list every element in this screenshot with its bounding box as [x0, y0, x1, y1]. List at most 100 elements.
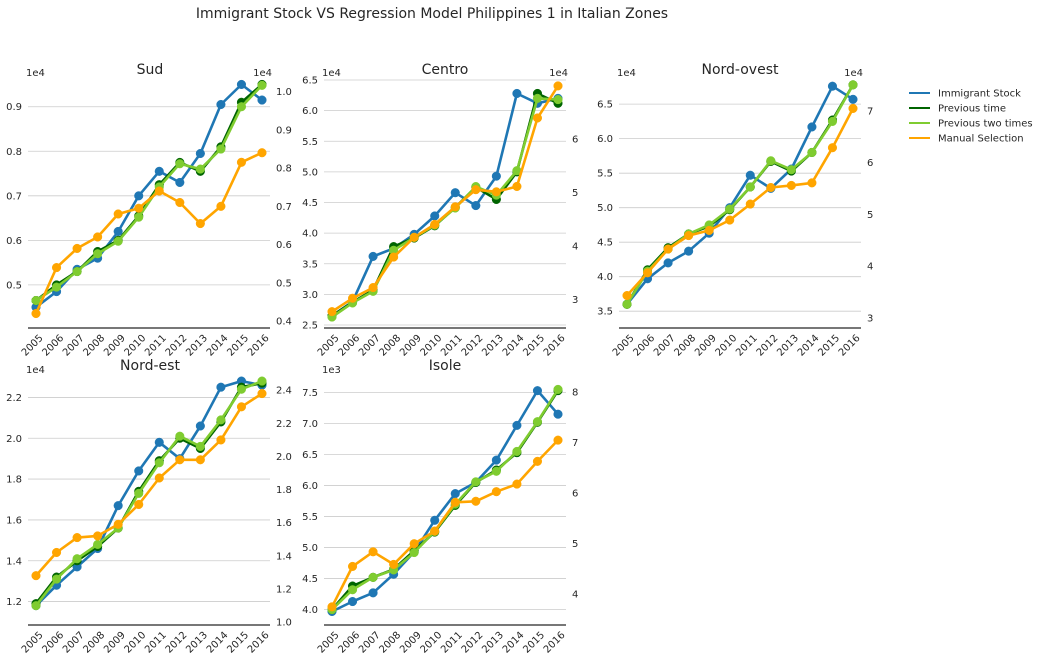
y-tick-label-left: 5.0	[597, 203, 613, 214]
x-tick-label: 2014	[205, 630, 231, 656]
x-tick-label: 2009	[398, 630, 424, 656]
data-point-immigrant-stock	[512, 420, 522, 430]
x-tick-label: 2007	[61, 630, 87, 656]
y-tick-label-left: 5.5	[302, 512, 318, 523]
data-point-immigrant-stock	[512, 88, 522, 99]
data-point-manual-selection	[532, 456, 543, 466]
data-point-manual-selection	[430, 219, 440, 229]
data-point-immigrant-stock	[532, 386, 543, 396]
data-point-immigrant-stock	[154, 166, 164, 176]
left-axis-offset-label: 1e3	[322, 365, 341, 376]
x-tick-label: 2009	[693, 333, 719, 359]
y-tick-label-right: 5	[867, 210, 873, 221]
x-tick-label: 2007	[357, 333, 383, 359]
y-tick-label-left: 2.5	[302, 321, 318, 332]
data-point-immigrant-stock	[134, 466, 144, 476]
data-point-previous-two-times	[93, 249, 103, 259]
y-tick-label-right: 5	[572, 539, 578, 550]
data-point-manual-selection	[532, 113, 543, 123]
data-point-previous-two-times	[368, 572, 378, 582]
legend: Immigrant Stock Previous time Previous two…	[909, 89, 1033, 145]
legend-label: Previous time	[938, 104, 1006, 115]
y-tick-label-left: 0.9	[6, 102, 22, 113]
data-point-previous-two-times	[51, 282, 62, 292]
data-point-previous-two-times	[766, 156, 776, 166]
series-line-immigrant-stock	[625, 84, 854, 306]
x-tick-label: 2011	[734, 333, 760, 359]
x-tick-label: 2012	[460, 333, 486, 359]
subplot-title: Nord-ovest	[702, 62, 780, 78]
y-tick-label-left: 3.5	[302, 259, 318, 270]
x-tick-label: 2006	[336, 630, 362, 656]
data-point-manual-selection	[471, 185, 481, 195]
data-point-manual-selection	[236, 402, 247, 412]
x-tick-label: 2006	[631, 333, 657, 359]
data-point-previous-two-times	[532, 93, 543, 103]
legend-label: Immigrant Stock	[938, 89, 1021, 100]
x-tick-label: 2012	[164, 333, 190, 359]
x-tick-label: 2008	[378, 630, 404, 656]
data-point-previous-two-times	[93, 539, 103, 549]
data-point-previous-two-times	[31, 601, 41, 611]
y-tick-label-left: 5.0	[302, 167, 318, 178]
data-point-manual-selection	[72, 533, 82, 543]
data-point-immigrant-stock	[491, 455, 501, 465]
series-line-previous-time	[625, 84, 855, 305]
data-point-manual-selection	[553, 435, 563, 445]
data-point-previous-two-times	[848, 80, 858, 90]
subplot-title: Centro	[422, 62, 469, 78]
y-tick-label-left: 6.0	[597, 134, 613, 145]
data-point-previous-two-times	[236, 384, 247, 394]
data-point-immigrant-stock	[154, 437, 164, 447]
x-tick-label: 2010	[123, 630, 149, 656]
series-line-immigrant-stock	[35, 379, 263, 607]
y-tick-label-left: 4.5	[597, 238, 613, 249]
data-point-manual-selection	[848, 103, 858, 113]
data-point-previous-two-times	[725, 204, 735, 214]
data-point-manual-selection	[154, 473, 164, 483]
data-point-manual-selection	[257, 148, 267, 158]
subplot-isole: 4.0 4.5 5.0 5.5 6.0 6.5 7.0 7.5 4 5 6 7 8 1e3 Isole 200…	[302, 358, 578, 656]
data-point-previous-two-times	[471, 477, 481, 487]
data-point-immigrant-stock	[450, 489, 460, 499]
x-tick-label: 2014	[501, 630, 527, 656]
y-tick-label-right: 1.0	[276, 87, 292, 98]
x-tick-label: 2015	[521, 333, 547, 359]
data-point-manual-selection	[409, 539, 419, 549]
data-point-immigrant-stock	[745, 170, 755, 180]
x-tick-label: 2011	[143, 333, 169, 359]
data-point-immigrant-stock	[113, 226, 123, 237]
data-point-immigrant-stock	[134, 191, 144, 201]
y-tick-label-right: 1.2	[276, 584, 292, 595]
y-tick-label-left: 1.2	[6, 597, 22, 608]
subplot-centro: 2.5 3.0 3.5 4.0 4.5 5.0 5.5 6.0 6.5 3 4 5 6 1e4 1e4 Cen…	[302, 62, 578, 359]
y-tick-label-right: 6	[867, 158, 873, 169]
data-point-manual-selection	[72, 243, 82, 253]
left-axis-offset-label: 1e4	[322, 68, 341, 79]
series-line-previous-two-times	[34, 379, 263, 607]
y-tick-label-left: 6.0	[302, 481, 318, 492]
data-point-previous-two-times	[175, 431, 185, 441]
right-axis-offset-label: 1e4	[549, 68, 568, 79]
y-tick-label-right: 2.0	[276, 452, 292, 463]
x-tick-label: 2016	[837, 333, 863, 359]
x-tick-label: 2008	[82, 630, 108, 656]
y-tick-label-right: 0.9	[276, 125, 292, 136]
x-tick-label: 2010	[419, 630, 445, 656]
data-point-previous-two-times	[257, 376, 267, 386]
x-tick-label: 2006	[40, 333, 66, 359]
x-tick-label: 2013	[480, 333, 506, 359]
x-tick-label: 2007	[652, 333, 678, 359]
data-point-immigrant-stock	[430, 515, 440, 525]
x-tick-label: 2009	[102, 333, 128, 359]
data-point-previous-two-times	[216, 415, 226, 425]
data-point-previous-two-times	[175, 159, 185, 169]
x-tick-label: 2014	[205, 333, 231, 359]
x-tick-label: 2005	[611, 333, 637, 359]
data-point-manual-selection	[93, 531, 103, 541]
data-point-manual-selection	[512, 479, 522, 489]
x-tick-label: 2006	[40, 630, 66, 656]
y-tick-label-left: 5.5	[597, 169, 613, 180]
data-point-manual-selection	[553, 81, 563, 91]
data-point-manual-selection	[389, 559, 399, 569]
